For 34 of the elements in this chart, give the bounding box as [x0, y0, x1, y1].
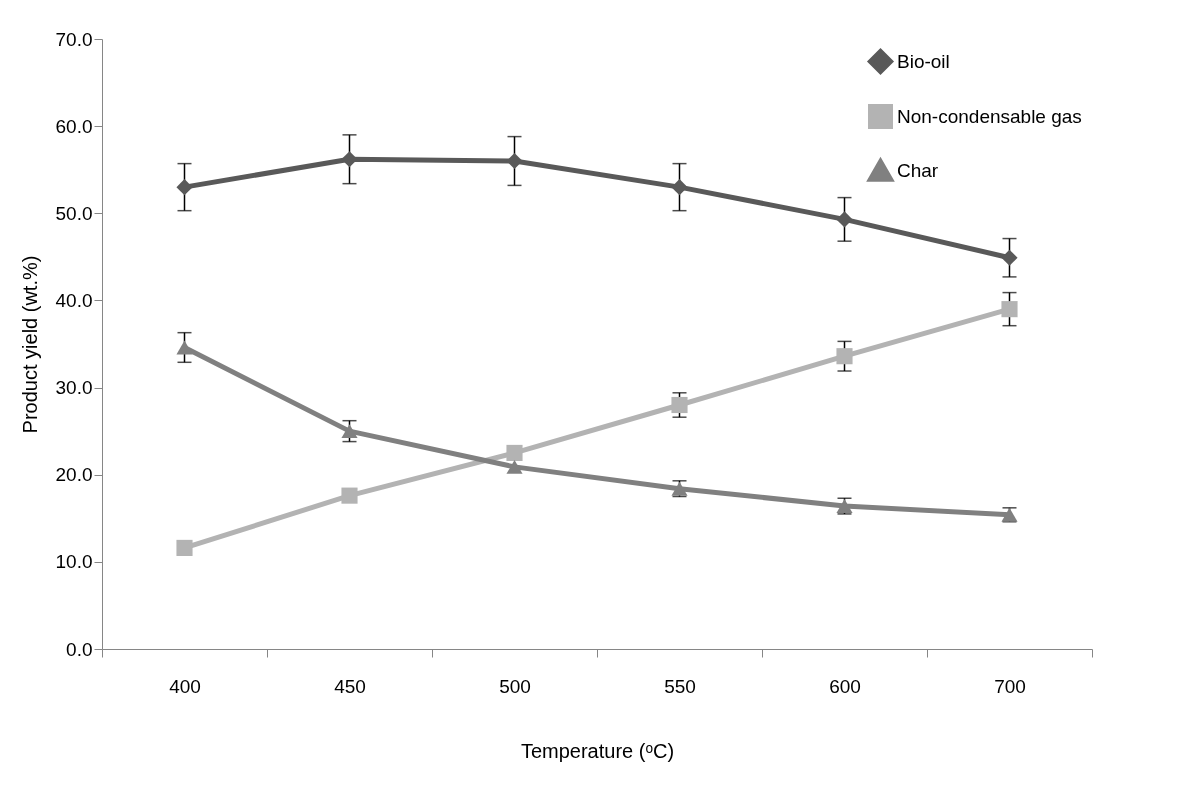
y-tick-label: 30.0 — [55, 377, 93, 399]
x-tick-label: 450 — [334, 675, 366, 697]
y-tick-label: 0.0 — [66, 638, 93, 660]
x-tick-label: 700 — [994, 675, 1026, 697]
point — [176, 340, 193, 355]
x-tick-label: 550 — [664, 675, 696, 697]
point — [1001, 301, 1018, 318]
point — [671, 396, 688, 414]
point — [341, 151, 358, 168]
point — [506, 459, 523, 474]
point — [836, 348, 853, 365]
legend-label: Char — [897, 159, 939, 181]
x-tick-label: 600 — [829, 675, 861, 697]
y-tick-label: 40.0 — [55, 289, 93, 311]
point — [506, 152, 523, 170]
point — [341, 487, 358, 504]
y-tick-label: 10.0 — [55, 551, 93, 573]
y-axis-title: Product yield (wt.%) — [18, 255, 41, 434]
point — [671, 179, 688, 196]
point — [176, 539, 193, 556]
point — [1001, 249, 1018, 266]
y-tick-label: 50.0 — [55, 202, 93, 224]
y-tick-label: 20.0 — [55, 464, 93, 486]
legend-label: Bio-oil — [897, 50, 950, 72]
y-tick-label: 70.0 — [55, 28, 93, 50]
legend-label: Non-condensable gas — [897, 105, 1082, 127]
x-tick-label: 500 — [499, 675, 531, 697]
point — [176, 179, 193, 196]
point — [506, 444, 523, 461]
point — [836, 211, 853, 228]
y-tick-label: 60.0 — [55, 115, 93, 137]
point — [341, 424, 358, 439]
x-axis-title: Temperature (ᵒC) — [520, 739, 675, 762]
x-tick-label: 400 — [169, 675, 201, 697]
